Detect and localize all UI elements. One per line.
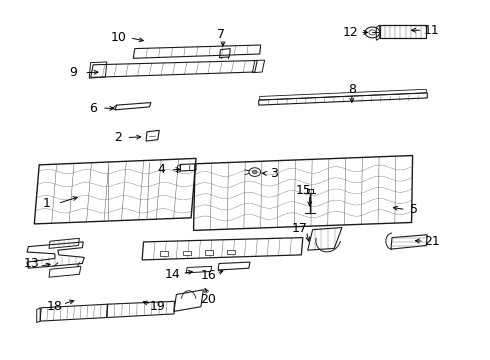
Text: 6: 6 (89, 102, 97, 114)
Text: 15: 15 (296, 184, 312, 197)
Bar (227, 250, 235, 254)
Text: 20: 20 (200, 293, 216, 306)
Text: 11: 11 (423, 24, 439, 37)
Text: 8: 8 (348, 83, 356, 96)
Text: 2: 2 (114, 131, 122, 144)
Circle shape (252, 170, 257, 174)
Text: 1: 1 (43, 197, 50, 210)
Text: 9: 9 (70, 66, 77, 79)
Text: 21: 21 (424, 235, 440, 248)
Text: 7: 7 (217, 28, 224, 41)
Text: 17: 17 (292, 222, 308, 235)
Text: 12: 12 (343, 26, 358, 39)
Bar (160, 252, 169, 256)
Bar (183, 251, 191, 255)
Text: 13: 13 (24, 257, 40, 270)
Text: 14: 14 (165, 268, 180, 281)
Text: 4: 4 (158, 163, 166, 176)
Text: 16: 16 (200, 269, 216, 282)
Text: 5: 5 (410, 203, 418, 216)
Text: 3: 3 (270, 167, 278, 180)
Text: 19: 19 (150, 300, 166, 313)
Text: 10: 10 (111, 31, 126, 44)
Bar (205, 251, 213, 255)
Text: 18: 18 (47, 300, 63, 313)
